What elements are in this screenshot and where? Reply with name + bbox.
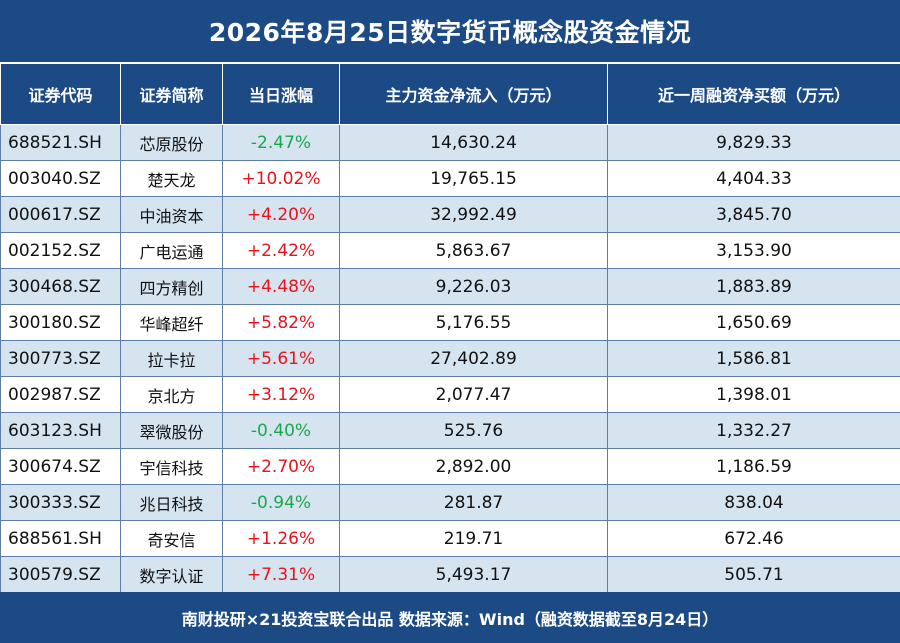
- change-cell: +10.02%: [222, 160, 340, 197]
- header-code: 证券代码: [0, 63, 121, 125]
- table-row: 300579.SZ 数字认证 +7.31% 5,493.17 505.71: [0, 556, 900, 593]
- main-inflow-cell: 5,863.67: [339, 232, 608, 269]
- stock-code-cell: 688521.SH: [0, 124, 121, 161]
- margin-buy-cell: 1,332.27: [607, 412, 900, 449]
- stock-name-cell: 芯原股份: [120, 124, 223, 161]
- table-row: 300773.SZ 拉卡拉 +5.61% 27,402.89 1,586.81: [0, 340, 900, 377]
- stock-code-cell: 300333.SZ: [0, 484, 121, 521]
- margin-buy-cell: 3,845.70: [607, 196, 900, 233]
- margin-buy-cell: 1,586.81: [607, 340, 900, 377]
- change-cell: +3.12%: [222, 376, 340, 413]
- fund-flow-table: 证券代码 证券简称 当日涨幅 主力资金净流入（万元） 近一周融资净买额（万元） …: [0, 63, 900, 593]
- main-inflow-cell: 9,226.03: [339, 268, 608, 305]
- stock-code-cell: 300674.SZ: [0, 448, 121, 485]
- header-change: 当日涨幅: [222, 63, 340, 125]
- stock-code-cell: 002987.SZ: [0, 376, 121, 413]
- main-inflow-cell: 14,630.24: [339, 124, 608, 161]
- margin-buy-cell: 1,650.69: [607, 304, 900, 341]
- table-row: 300468.SZ 四方精创 +4.48% 9,226.03 1,883.89: [0, 268, 900, 305]
- change-cell: +7.31%: [222, 556, 340, 593]
- table-row: 300333.SZ 兆日科技 -0.94% 281.87 838.04: [0, 484, 900, 521]
- main-inflow-cell: 5,493.17: [339, 556, 608, 593]
- main-inflow-cell: 219.71: [339, 520, 608, 557]
- header-margin: 近一周融资净买额（万元）: [607, 63, 900, 125]
- change-cell: -0.94%: [222, 484, 340, 521]
- stock-name-cell: 京北方: [120, 376, 223, 413]
- stock-name-cell: 楚天龙: [120, 160, 223, 197]
- table-row: 300180.SZ 华峰超纤 +5.82% 5,176.55 1,650.69: [0, 304, 900, 341]
- stock-name-cell: 广电运通: [120, 232, 223, 269]
- main-inflow-cell: 32,992.49: [339, 196, 608, 233]
- stock-name-cell: 数字认证: [120, 556, 223, 593]
- change-cell: +5.82%: [222, 304, 340, 341]
- table-row: 000617.SZ 中油资本 +4.20% 32,992.49 3,845.70: [0, 196, 900, 233]
- margin-buy-cell: 1,883.89: [607, 268, 900, 305]
- stock-code-cell: 603123.SH: [0, 412, 121, 449]
- main-inflow-cell: 19,765.15: [339, 160, 608, 197]
- header-inflow: 主力资金净流入（万元）: [339, 63, 608, 125]
- change-cell: +2.42%: [222, 232, 340, 269]
- margin-buy-cell: 1,186.59: [607, 448, 900, 485]
- table-row: 300674.SZ 宇信科技 +2.70% 2,892.00 1,186.59: [0, 448, 900, 485]
- table-row: 688521.SH 芯原股份 -2.47% 14,630.24 9,829.33: [0, 124, 900, 161]
- main-inflow-cell: 27,402.89: [339, 340, 608, 377]
- stock-name-cell: 拉卡拉: [120, 340, 223, 377]
- margin-buy-cell: 672.46: [607, 520, 900, 557]
- table-row: 003040.SZ 楚天龙 +10.02% 19,765.15 4,404.33: [0, 160, 900, 197]
- change-cell: +4.20%: [222, 196, 340, 233]
- margin-buy-cell: 3,153.90: [607, 232, 900, 269]
- stock-name-cell: 兆日科技: [120, 484, 223, 521]
- main-inflow-cell: 5,176.55: [339, 304, 608, 341]
- margin-buy-cell: 505.71: [607, 556, 900, 593]
- margin-buy-cell: 9,829.33: [607, 124, 900, 161]
- source-footer: 南财投研×21投资宝联合出品 数据来源：Wind（融资数据截至8月24日）: [0, 592, 900, 643]
- stock-code-cell: 002152.SZ: [0, 232, 121, 269]
- table-body: 688521.SH 芯原股份 -2.47% 14,630.24 9,829.33 0030…: [0, 124, 900, 593]
- table-row: 002152.SZ 广电运通 +2.42% 5,863.67 3,153.90: [0, 232, 900, 269]
- stock-code-cell: 688561.SH: [0, 520, 121, 557]
- main-inflow-cell: 2,892.00: [339, 448, 608, 485]
- stock-name-cell: 翠微股份: [120, 412, 223, 449]
- margin-buy-cell: 4,404.33: [607, 160, 900, 197]
- stock-code-cell: 003040.SZ: [0, 160, 121, 197]
- change-cell: +4.48%: [222, 268, 340, 305]
- stock-code-cell: 300773.SZ: [0, 340, 121, 377]
- change-cell: -0.40%: [222, 412, 340, 449]
- stock-name-cell: 华峰超纤: [120, 304, 223, 341]
- stock-code-cell: 300579.SZ: [0, 556, 121, 593]
- main-inflow-cell: 281.87: [339, 484, 608, 521]
- stock-code-cell: 300468.SZ: [0, 268, 121, 305]
- page-title: 2026年8月25日数字货币概念股资金情况: [0, 0, 900, 63]
- stock-code-cell: 000617.SZ: [0, 196, 121, 233]
- stock-name-cell: 奇安信: [120, 520, 223, 557]
- stock-name-cell: 宇信科技: [120, 448, 223, 485]
- stock-name-cell: 四方精创: [120, 268, 223, 305]
- stock-name-cell: 中油资本: [120, 196, 223, 233]
- main-inflow-cell: 2,077.47: [339, 376, 608, 413]
- table-header-row: 证券代码 证券简称 当日涨幅 主力资金净流入（万元） 近一周融资净买额（万元）: [0, 63, 900, 125]
- change-cell: +5.61%: [222, 340, 340, 377]
- stock-code-cell: 300180.SZ: [0, 304, 121, 341]
- main-inflow-cell: 525.76: [339, 412, 608, 449]
- change-cell: -2.47%: [222, 124, 340, 161]
- margin-buy-cell: 838.04: [607, 484, 900, 521]
- change-cell: +1.26%: [222, 520, 340, 557]
- header-name: 证券简称: [120, 63, 223, 125]
- table-row: 603123.SH 翠微股份 -0.40% 525.76 1,332.27: [0, 412, 900, 449]
- table-row: 688561.SH 奇安信 +1.26% 219.71 672.46: [0, 520, 900, 557]
- table-row: 002987.SZ 京北方 +3.12% 2,077.47 1,398.01: [0, 376, 900, 413]
- change-cell: +2.70%: [222, 448, 340, 485]
- margin-buy-cell: 1,398.01: [607, 376, 900, 413]
